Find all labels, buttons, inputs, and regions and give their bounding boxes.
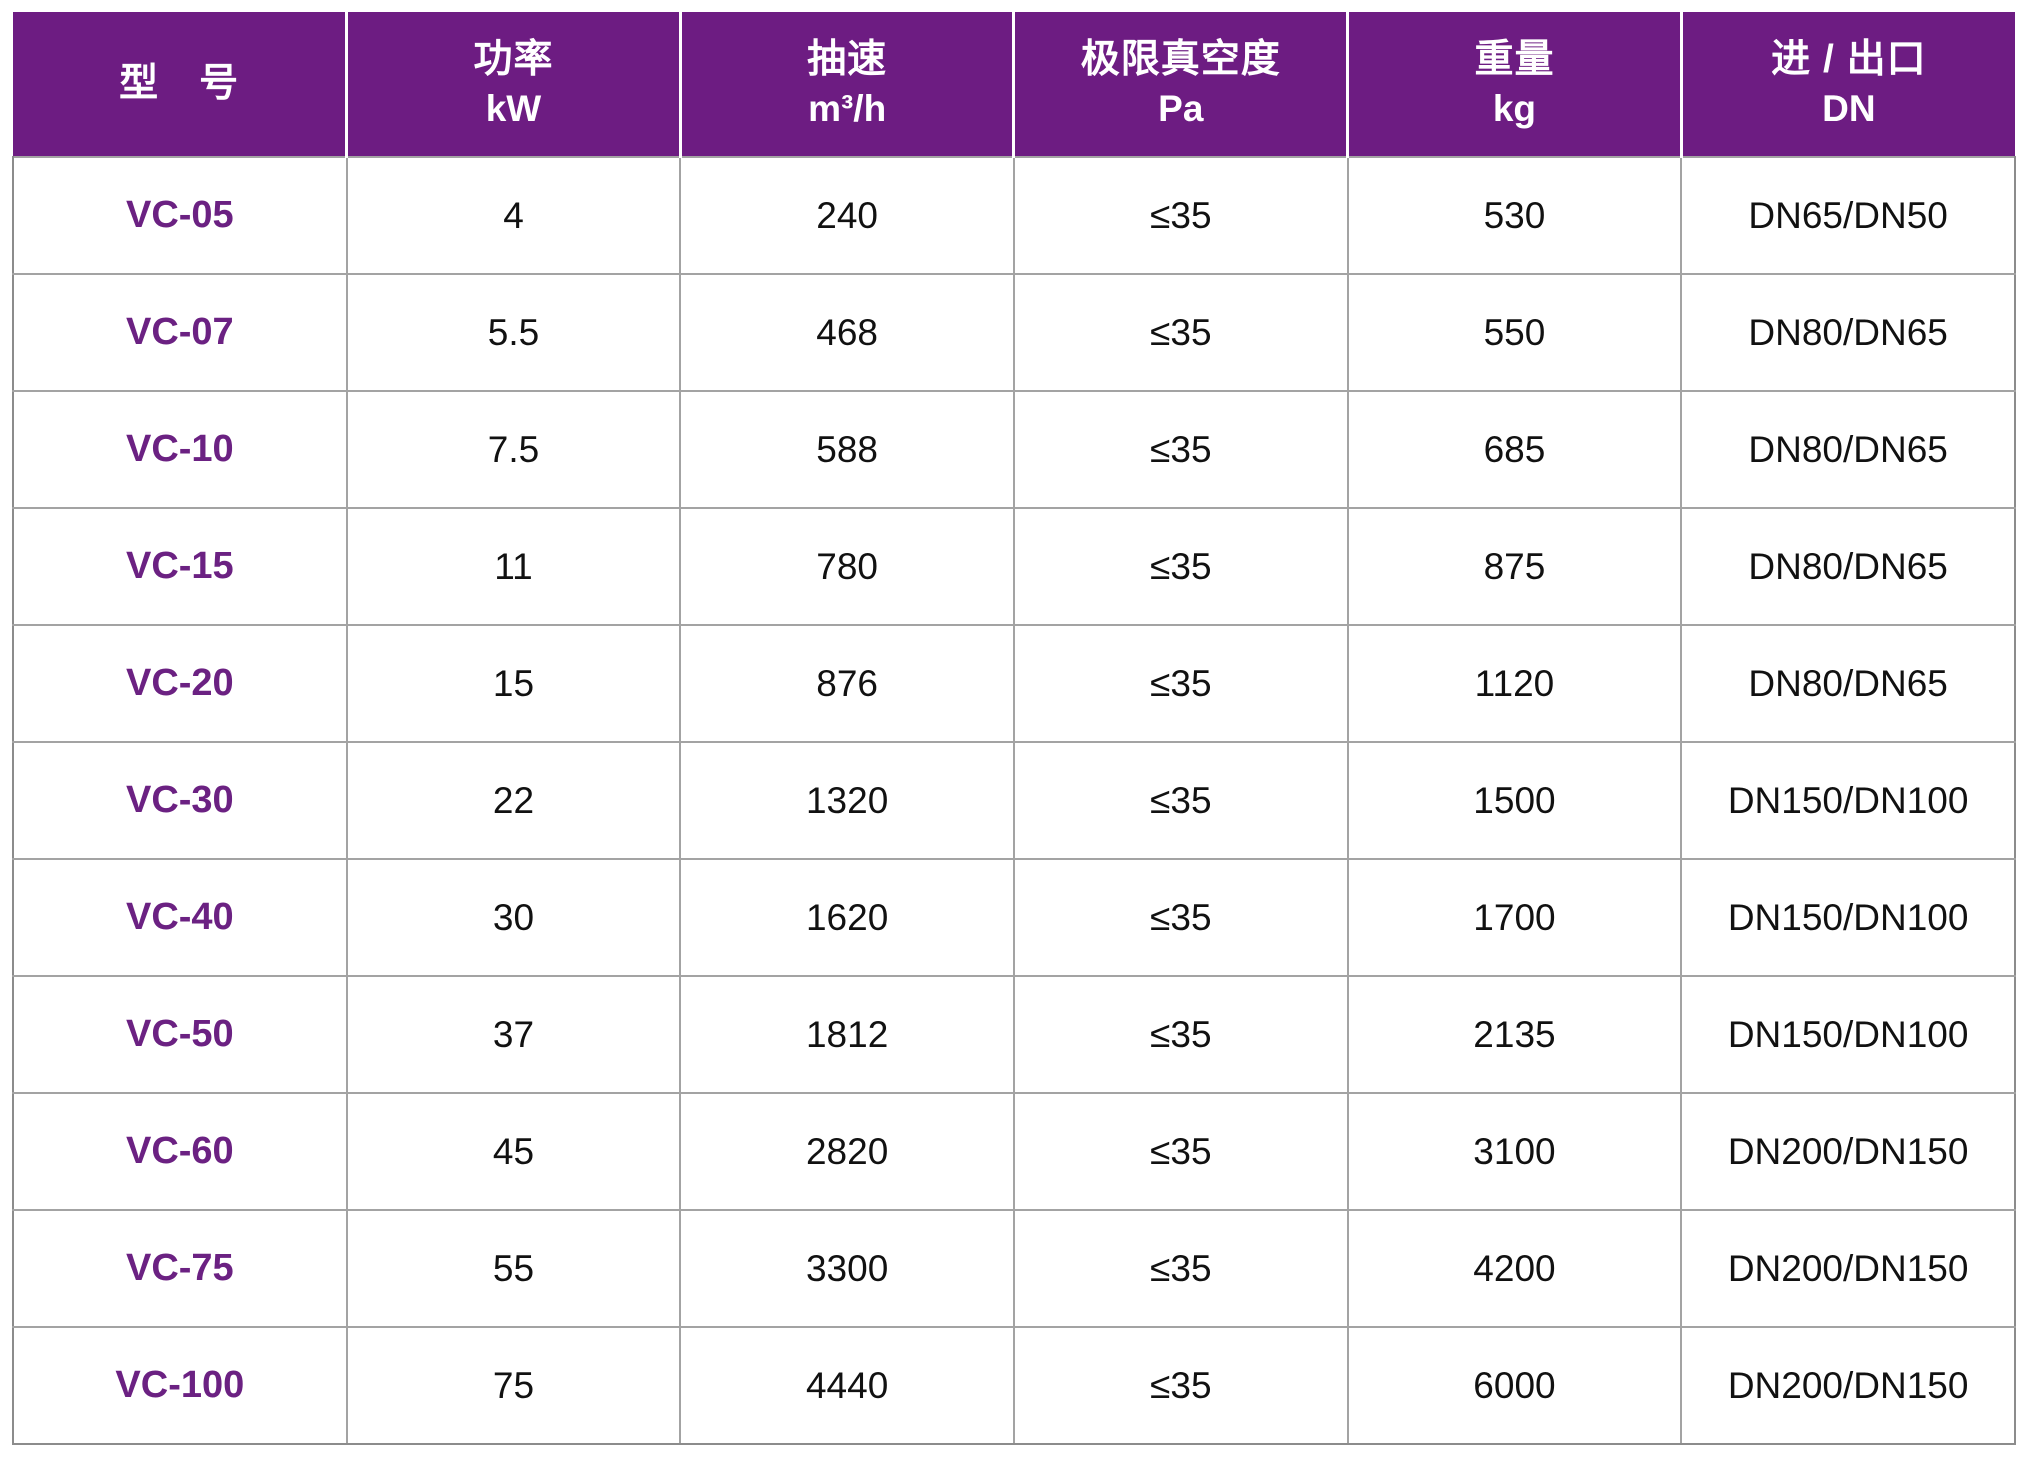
- table-row: VC-05 4 240 ≤35 530 DN65/DN50: [12, 156, 2016, 275]
- column-title-ports: 进 / 出口: [1771, 37, 1927, 81]
- cell-power: 30: [345, 858, 682, 977]
- specs-table-container: 型 号 功率 kW 抽速 m³/h 极限真空度 Pa 重量 kg: [12, 12, 2016, 1445]
- cell-speed: 876: [679, 624, 1015, 743]
- cell-model: VC-05: [12, 156, 348, 275]
- column-title-model: 型 号: [119, 61, 240, 105]
- cell-vacuum: ≤35: [1012, 507, 1349, 626]
- cell-weight: 2135: [1346, 975, 1683, 1094]
- column-header-vacuum: 极限真空度 Pa: [1013, 12, 1350, 157]
- table-row: VC-40 30 1620 ≤35 1700 DN150/DN100: [12, 858, 2016, 977]
- cell-weight: 685: [1346, 390, 1683, 509]
- cell-speed: 468: [679, 273, 1015, 392]
- cell-model: VC-10: [12, 390, 348, 509]
- cell-power: 55: [345, 1209, 682, 1328]
- cell-power: 5.5: [345, 273, 682, 392]
- column-unit-ports: DN: [1822, 88, 1876, 130]
- table-row: VC-60 45 2820 ≤35 3100 DN200/DN150: [12, 1092, 2016, 1211]
- cell-speed: 1620: [679, 858, 1015, 977]
- cell-model: VC-60: [12, 1092, 348, 1211]
- table-body: VC-05 4 240 ≤35 530 DN65/DN50 VC-07 5.5 …: [12, 156, 2016, 1445]
- table-row: VC-100 75 4440 ≤35 6000 DN200/DN150: [12, 1326, 2016, 1445]
- column-title-weight: 重量: [1474, 37, 1555, 81]
- cell-ports: DN80/DN65: [1680, 507, 2016, 626]
- cell-model: VC-30: [12, 741, 348, 860]
- table-row: VC-15 11 780 ≤35 875 DN80/DN65: [12, 507, 2016, 626]
- cell-weight: 3100: [1346, 1092, 1683, 1211]
- cell-power: 11: [345, 507, 682, 626]
- cell-speed: 1320: [679, 741, 1015, 860]
- cell-power: 37: [345, 975, 682, 1094]
- column-title-power: 功率: [473, 37, 554, 81]
- cell-vacuum: ≤35: [1012, 156, 1349, 275]
- cell-speed: 2820: [679, 1092, 1015, 1211]
- table-row: VC-07 5.5 468 ≤35 550 DN80/DN65: [12, 273, 2016, 392]
- cell-vacuum: ≤35: [1012, 858, 1349, 977]
- cell-ports: DN80/DN65: [1680, 624, 2016, 743]
- cell-weight: 1120: [1346, 624, 1683, 743]
- cell-vacuum: ≤35: [1012, 1092, 1349, 1211]
- column-header-ports: 进 / 出口 DN: [1681, 12, 2015, 157]
- cell-weight: 530: [1346, 156, 1683, 275]
- cell-speed: 780: [679, 507, 1015, 626]
- cell-model: VC-20: [12, 624, 348, 743]
- cell-ports: DN150/DN100: [1680, 858, 2016, 977]
- cell-vacuum: ≤35: [1012, 741, 1349, 860]
- table-row: VC-10 7.5 588 ≤35 685 DN80/DN65: [12, 390, 2016, 509]
- cell-weight: 1700: [1346, 858, 1683, 977]
- cell-speed: 1812: [679, 975, 1015, 1094]
- cell-weight: 6000: [1346, 1326, 1683, 1445]
- cell-speed: 240: [679, 156, 1015, 275]
- cell-vacuum: ≤35: [1012, 390, 1349, 509]
- cell-model: VC-75: [12, 1209, 348, 1328]
- column-unit-vacuum: Pa: [1158, 88, 1204, 130]
- cell-vacuum: ≤35: [1012, 975, 1349, 1094]
- cell-ports: DN200/DN150: [1680, 1326, 2016, 1445]
- table-row: VC-75 55 3300 ≤35 4200 DN200/DN150: [12, 1209, 2016, 1328]
- cell-model: VC-40: [12, 858, 348, 977]
- table-row: VC-30 22 1320 ≤35 1500 DN150/DN100: [12, 741, 2016, 860]
- cell-weight: 4200: [1346, 1209, 1683, 1328]
- cell-speed: 588: [679, 390, 1015, 509]
- cell-model: VC-07: [12, 273, 348, 392]
- column-unit-speed: m³/h: [808, 88, 887, 130]
- cell-weight: 550: [1346, 273, 1683, 392]
- cell-ports: DN150/DN100: [1680, 975, 2016, 1094]
- cell-ports: DN200/DN150: [1680, 1209, 2016, 1328]
- column-unit-weight: kg: [1492, 88, 1537, 130]
- cell-power: 15: [345, 624, 682, 743]
- cell-ports: DN80/DN65: [1680, 273, 2016, 392]
- cell-model: VC-100: [12, 1326, 348, 1445]
- cell-power: 45: [345, 1092, 682, 1211]
- cell-vacuum: ≤35: [1012, 624, 1349, 743]
- specs-table: 型 号 功率 kW 抽速 m³/h 极限真空度 Pa 重量 kg: [12, 12, 2016, 1445]
- cell-vacuum: ≤35: [1012, 1326, 1349, 1445]
- column-title-vacuum: 极限真空度: [1080, 37, 1281, 81]
- column-title-speed: 抽速: [807, 37, 888, 81]
- column-unit-power: kW: [485, 88, 542, 130]
- cell-ports: DN80/DN65: [1680, 390, 2016, 509]
- cell-ports: DN200/DN150: [1680, 1092, 2016, 1211]
- table-header: 型 号 功率 kW 抽速 m³/h 极限真空度 Pa 重量 kg: [13, 12, 2015, 157]
- cell-model: VC-50: [12, 975, 348, 1094]
- table-row: VC-20 15 876 ≤35 1120 DN80/DN65: [12, 624, 2016, 743]
- column-header-weight: 重量 kg: [1347, 12, 1683, 157]
- cell-speed: 3300: [679, 1209, 1015, 1328]
- table-row: VC-50 37 1812 ≤35 2135 DN150/DN100: [12, 975, 2016, 1094]
- cell-vacuum: ≤35: [1012, 273, 1349, 392]
- column-header-model: 型 号: [13, 12, 349, 157]
- header-row: 型 号 功率 kW 抽速 m³/h 极限真空度 Pa 重量 kg: [13, 12, 2015, 157]
- cell-speed: 4440: [679, 1326, 1015, 1445]
- cell-ports: DN65/DN50: [1680, 156, 2016, 275]
- column-header-speed: 抽速 m³/h: [680, 12, 1016, 157]
- cell-model: VC-15: [12, 507, 348, 626]
- cell-power: 4: [345, 156, 682, 275]
- cell-power: 7.5: [345, 390, 682, 509]
- cell-power: 75: [345, 1326, 682, 1445]
- cell-power: 22: [345, 741, 682, 860]
- cell-ports: DN150/DN100: [1680, 741, 2016, 860]
- cell-weight: 1500: [1346, 741, 1683, 860]
- cell-vacuum: ≤35: [1012, 1209, 1349, 1328]
- column-header-power: 功率 kW: [346, 12, 682, 157]
- cell-weight: 875: [1346, 507, 1683, 626]
